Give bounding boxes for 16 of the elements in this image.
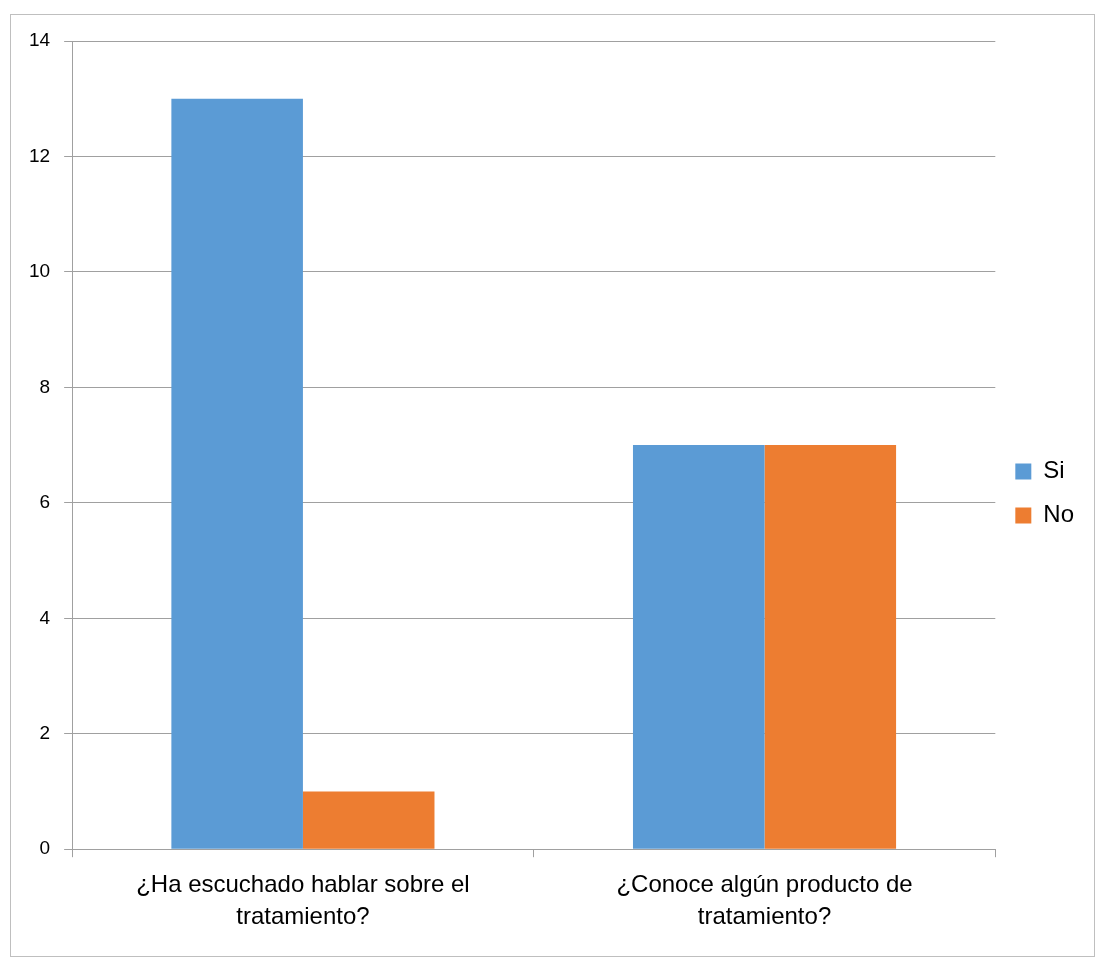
bar [632, 445, 765, 849]
y-tick-label: 4 [39, 606, 51, 628]
y-tick-label: 6 [39, 491, 51, 513]
bar [171, 98, 303, 849]
x-tick-label: ¿Conoce algún producto de tratamiento? [616, 870, 913, 930]
bar [764, 445, 897, 849]
legend-label: Si [1043, 456, 1065, 484]
y-tick-label: 10 [28, 260, 51, 282]
legend-label: No [1043, 500, 1075, 528]
bar [302, 791, 435, 849]
y-tick-label: 0 [39, 837, 51, 859]
y-tick-label: 12 [28, 144, 51, 166]
x-tick-label: ¿Ha escuchado hablar sobre el tratamiento? [136, 870, 470, 930]
y-tick-label: 14 [28, 29, 51, 51]
y-tick-label: 2 [39, 721, 51, 743]
y-tick-label: 8 [39, 375, 51, 397]
